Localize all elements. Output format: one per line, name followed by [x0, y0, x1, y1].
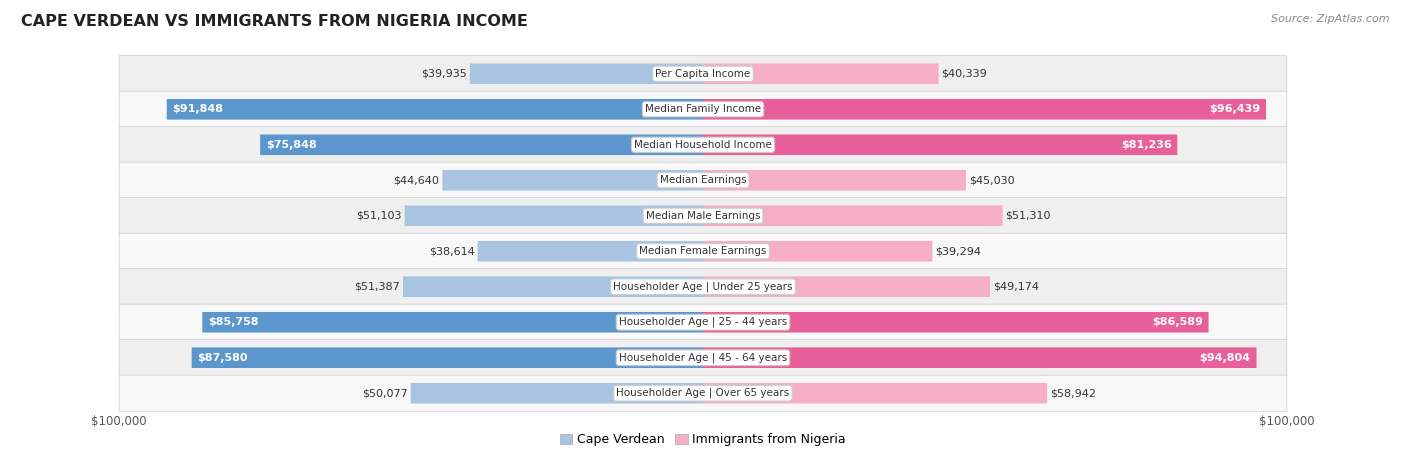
Text: $58,942: $58,942: [1050, 388, 1097, 398]
Text: Householder Age | Over 65 years: Householder Age | Over 65 years: [616, 388, 790, 398]
FancyBboxPatch shape: [478, 241, 703, 262]
FancyBboxPatch shape: [411, 383, 703, 403]
FancyBboxPatch shape: [260, 134, 703, 155]
FancyBboxPatch shape: [703, 99, 1265, 120]
FancyBboxPatch shape: [167, 99, 703, 120]
Text: $51,103: $51,103: [356, 211, 402, 221]
FancyBboxPatch shape: [703, 241, 932, 262]
FancyBboxPatch shape: [120, 91, 1286, 127]
Text: Householder Age | 45 - 64 years: Householder Age | 45 - 64 years: [619, 353, 787, 363]
FancyBboxPatch shape: [120, 269, 1286, 305]
Text: $50,077: $50,077: [361, 388, 408, 398]
FancyBboxPatch shape: [202, 312, 703, 333]
FancyBboxPatch shape: [120, 233, 1286, 269]
FancyBboxPatch shape: [120, 56, 1286, 92]
FancyBboxPatch shape: [703, 276, 990, 297]
FancyBboxPatch shape: [120, 162, 1286, 198]
Text: $38,614: $38,614: [429, 246, 475, 256]
FancyBboxPatch shape: [703, 170, 966, 191]
Text: $91,848: $91,848: [173, 104, 224, 114]
Text: $96,439: $96,439: [1209, 104, 1260, 114]
Text: Median Female Earnings: Median Female Earnings: [640, 246, 766, 256]
Text: $45,030: $45,030: [969, 175, 1015, 185]
FancyBboxPatch shape: [120, 304, 1286, 340]
FancyBboxPatch shape: [120, 198, 1286, 234]
FancyBboxPatch shape: [703, 205, 1002, 226]
FancyBboxPatch shape: [703, 312, 1209, 333]
Text: $51,387: $51,387: [354, 282, 401, 292]
Text: Householder Age | 25 - 44 years: Householder Age | 25 - 44 years: [619, 317, 787, 327]
Text: Median Male Earnings: Median Male Earnings: [645, 211, 761, 221]
Text: Source: ZipAtlas.com: Source: ZipAtlas.com: [1271, 14, 1389, 24]
Text: $49,174: $49,174: [993, 282, 1039, 292]
Text: $86,589: $86,589: [1152, 317, 1202, 327]
Text: $81,236: $81,236: [1121, 140, 1171, 150]
FancyBboxPatch shape: [120, 127, 1286, 163]
Text: Median Earnings: Median Earnings: [659, 175, 747, 185]
Text: CAPE VERDEAN VS IMMIGRANTS FROM NIGERIA INCOME: CAPE VERDEAN VS IMMIGRANTS FROM NIGERIA …: [21, 14, 529, 29]
Text: $94,804: $94,804: [1199, 353, 1251, 363]
Text: $51,310: $51,310: [1005, 211, 1052, 221]
Text: Householder Age | Under 25 years: Householder Age | Under 25 years: [613, 282, 793, 292]
FancyBboxPatch shape: [703, 64, 939, 84]
Text: $85,758: $85,758: [208, 317, 259, 327]
FancyBboxPatch shape: [703, 134, 1177, 155]
FancyBboxPatch shape: [120, 340, 1286, 376]
FancyBboxPatch shape: [470, 64, 703, 84]
Text: Per Capita Income: Per Capita Income: [655, 69, 751, 79]
Text: $39,294: $39,294: [935, 246, 981, 256]
FancyBboxPatch shape: [191, 347, 703, 368]
FancyBboxPatch shape: [404, 276, 703, 297]
Legend: Cape Verdean, Immigrants from Nigeria: Cape Verdean, Immigrants from Nigeria: [555, 428, 851, 451]
Text: Median Family Income: Median Family Income: [645, 104, 761, 114]
FancyBboxPatch shape: [703, 347, 1257, 368]
Text: $39,935: $39,935: [422, 69, 467, 79]
FancyBboxPatch shape: [405, 205, 703, 226]
FancyBboxPatch shape: [443, 170, 703, 191]
Text: $44,640: $44,640: [394, 175, 440, 185]
Text: $75,848: $75,848: [266, 140, 316, 150]
FancyBboxPatch shape: [120, 375, 1286, 411]
FancyBboxPatch shape: [703, 383, 1047, 403]
Text: $87,580: $87,580: [197, 353, 247, 363]
Text: $40,339: $40,339: [942, 69, 987, 79]
Text: Median Household Income: Median Household Income: [634, 140, 772, 150]
